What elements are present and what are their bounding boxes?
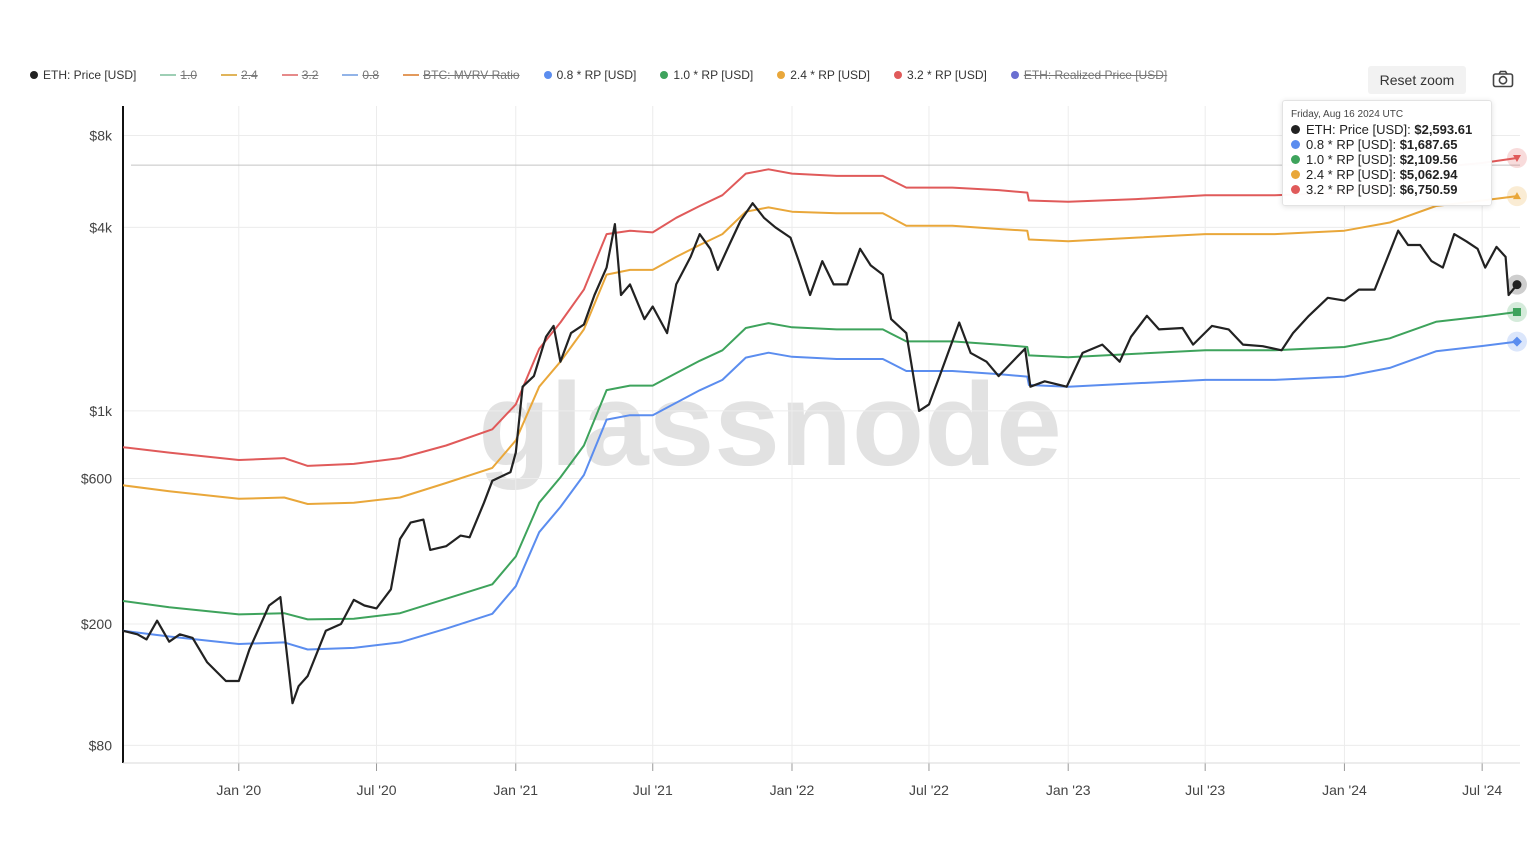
- series-line-3-2-rp-usd-: [122, 157, 1518, 467]
- watermark: glassnode: [478, 359, 1062, 491]
- legend-label: ETH: Realized Price [USD]: [1023, 68, 1168, 82]
- hover-marker: [1512, 192, 1521, 200]
- legend-label: 2.4 * RP [USD]: [790, 68, 871, 82]
- y-tick-label: $600: [81, 471, 112, 487]
- y-tick-label: $1k: [89, 403, 113, 419]
- camera-icon[interactable]: [1492, 70, 1514, 88]
- hover-marker: [1512, 280, 1522, 290]
- legend-item-3[interactable]: 3.2: [281, 68, 319, 82]
- legend-label: 3.2: [301, 68, 319, 82]
- x-tick-label: Jul '24: [1462, 782, 1502, 798]
- legend-label: 0.8: [362, 68, 380, 82]
- hover-marker: [1511, 336, 1522, 347]
- x-tick-label: Jan '20: [216, 782, 261, 798]
- legend-item-6[interactable]: 0.8 * RP [USD]: [543, 68, 637, 82]
- tooltip-value: $1,687.65: [1399, 137, 1458, 152]
- legend-item-1[interactable]: 1.0: [160, 68, 197, 82]
- legend-item-8[interactable]: 2.4 * RP [USD]: [777, 68, 870, 82]
- y-tick-label: $8k: [89, 128, 113, 144]
- legend-item-4[interactable]: 0.8: [342, 68, 379, 82]
- tooltip-value: $2,593.61: [1414, 122, 1473, 137]
- tooltip-value: $2,109.56: [1399, 152, 1458, 167]
- tooltip-label: 2.4 * RP [USD]:: [1306, 167, 1400, 182]
- tooltip-dot: [1291, 170, 1300, 179]
- tooltip-row-4: 3.2 * RP [USD]: $6,750.59: [1291, 182, 1483, 197]
- tooltip-dot: [1291, 140, 1300, 149]
- tooltip-row-3: 2.4 * RP [USD]: $5,062.94: [1291, 167, 1483, 182]
- legend-item-2[interactable]: 2.4: [221, 68, 258, 82]
- tooltip-label: 0.8 * RP [USD]:: [1306, 137, 1400, 152]
- y-tick-label: $80: [89, 737, 113, 753]
- series-line-eth-price-usd-: [122, 202, 1518, 705]
- tooltip-label: 3.2 * RP [USD]:: [1306, 182, 1400, 197]
- x-tick-label: Jan '24: [1322, 782, 1367, 798]
- tooltip-value: $5,062.94: [1399, 167, 1458, 182]
- tooltip: Friday, Aug 16 2024 UTC ETH: Price [USD]…: [1282, 100, 1492, 206]
- hover-marker: [1512, 155, 1521, 163]
- legend-label: 1.0 * RP [USD]: [673, 68, 754, 82]
- tooltip-label: 1.0 * RP [USD]:: [1306, 152, 1400, 167]
- x-tick-label: Jul '23: [1185, 782, 1225, 798]
- x-tick-label: Jan '21: [493, 782, 538, 798]
- tooltip-dot: [1291, 155, 1300, 164]
- tooltip-date: Friday, Aug 16 2024 UTC: [1291, 109, 1404, 120]
- legend-label: ETH: Price [USD]: [43, 68, 137, 82]
- legend-label: 0.8 * RP [USD]: [556, 68, 637, 82]
- hover-marker: [1512, 308, 1521, 317]
- legend-marker: [281, 74, 298, 76]
- legend-item-10[interactable]: ETH: Realized Price [USD]: [1010, 68, 1168, 82]
- legend-marker: [160, 74, 177, 76]
- tooltip-value: $6,750.59: [1399, 182, 1458, 197]
- legend-marker: [894, 71, 903, 79]
- tooltip-dot: [1291, 185, 1300, 194]
- legend-marker: [1010, 71, 1019, 79]
- legend-marker: [777, 71, 786, 79]
- legend-item-0[interactable]: ETH: Price [USD]: [30, 68, 136, 82]
- legend-marker: [543, 71, 552, 79]
- reset-zoom-button[interactable]: Reset zoom: [1368, 66, 1466, 94]
- series-line-2-4-rp-usd-: [122, 195, 1518, 505]
- x-tick-label: Jan '23: [1046, 782, 1091, 798]
- legend-marker: [221, 74, 238, 76]
- legend-item-9[interactable]: 3.2 * RP [USD]: [894, 68, 987, 82]
- legend-label: 3.2 * RP [USD]: [907, 68, 987, 82]
- tooltip-row-0: ETH: Price [USD]: $2,593.61: [1291, 122, 1483, 137]
- legend-marker: [30, 71, 38, 79]
- legend-label: BTC: MVRV Ratio: [423, 68, 520, 82]
- series-line-0-8-rp-usd-: [122, 340, 1518, 651]
- legend-item-7[interactable]: 1.0 * RP [USD]: [660, 68, 753, 82]
- tooltip-label: ETH: Price [USD]:: [1306, 122, 1415, 137]
- x-tick-label: Jul '20: [357, 782, 397, 798]
- x-tick-label: Jul '22: [909, 782, 949, 798]
- legend-label: 1.0: [180, 68, 198, 82]
- legend-marker: [403, 74, 420, 76]
- tooltip-row-2: 1.0 * RP [USD]: $2,109.56: [1291, 152, 1483, 167]
- x-tick-label: Jul '21: [633, 782, 673, 798]
- legend-marker: [660, 71, 669, 79]
- legend-marker: [342, 74, 359, 76]
- x-tick-label: Jan '22: [770, 782, 815, 798]
- legend-item-5[interactable]: BTC: MVRV Ratio: [403, 68, 520, 82]
- legend-label: 2.4: [241, 68, 258, 82]
- tooltip-dot: [1291, 125, 1300, 134]
- series-line-1-0-rp-usd-: [122, 311, 1518, 621]
- tooltip-row-1: 0.8 * RP [USD]: $1,687.65: [1291, 137, 1483, 152]
- y-tick-label: $4k: [89, 219, 113, 235]
- legend: ETH: Price [USD] 1.0 2.4 3.2 0.8 BTC: MVRV Ra…: [30, 64, 1191, 86]
- y-tick-label: $200: [81, 616, 112, 632]
